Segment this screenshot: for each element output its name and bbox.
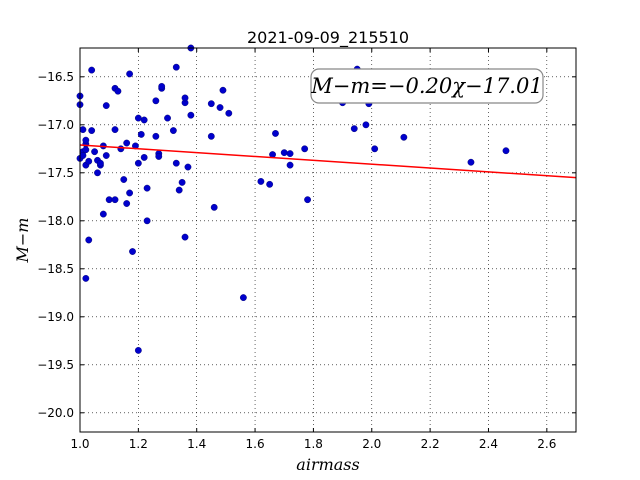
data-point bbox=[85, 157, 93, 165]
data-point bbox=[140, 154, 148, 161]
data-point bbox=[97, 159, 104, 167]
data-point bbox=[79, 152, 87, 159]
data-point bbox=[123, 139, 131, 147]
data-point bbox=[272, 130, 279, 137]
data-point bbox=[239, 294, 247, 301]
data-point bbox=[181, 233, 189, 241]
data-point bbox=[286, 161, 294, 169]
data-point bbox=[400, 133, 408, 141]
fit-equation-text: M−m=−0.20χ−17.01 bbox=[310, 74, 542, 98]
y-tick-label: −18.0 bbox=[37, 214, 74, 228]
data-point bbox=[184, 163, 192, 171]
data-point bbox=[134, 114, 142, 122]
axis-ticks bbox=[79, 48, 576, 432]
x-tick-label: 2.2 bbox=[421, 437, 440, 451]
data-point bbox=[114, 87, 122, 95]
fit-line bbox=[79, 144, 577, 179]
data-point bbox=[257, 178, 265, 185]
data-point bbox=[123, 200, 131, 207]
y-tick-label: −16.5 bbox=[37, 70, 74, 84]
data-point bbox=[91, 148, 98, 156]
data-point bbox=[120, 176, 128, 183]
data-point bbox=[137, 130, 145, 138]
data-point bbox=[102, 152, 110, 159]
data-point bbox=[207, 100, 215, 108]
data-point bbox=[140, 116, 148, 124]
x-tick-label: 1.6 bbox=[246, 437, 265, 451]
data-point bbox=[216, 104, 224, 111]
data-point bbox=[280, 149, 288, 157]
data-point bbox=[143, 217, 151, 225]
data-point bbox=[187, 111, 195, 119]
data-point bbox=[266, 180, 274, 188]
chart-title: 2021-09-09_215510 bbox=[247, 28, 409, 48]
data-point bbox=[467, 158, 475, 166]
data-point bbox=[210, 203, 218, 211]
y-tick-label: −19.0 bbox=[37, 310, 74, 324]
fit-equation-frame bbox=[310, 68, 544, 104]
data-point bbox=[207, 132, 215, 140]
data-point bbox=[105, 196, 113, 204]
data-point bbox=[502, 147, 510, 155]
data-point bbox=[178, 178, 186, 186]
data-point bbox=[158, 83, 166, 90]
data-point bbox=[169, 127, 177, 134]
data-point bbox=[88, 66, 96, 74]
x-tick-label: 1.2 bbox=[129, 437, 148, 451]
data-point bbox=[82, 136, 90, 144]
data-point bbox=[143, 184, 151, 192]
plot-background bbox=[80, 48, 576, 432]
y-axis-label: M−m bbox=[13, 218, 32, 264]
data-point bbox=[164, 114, 171, 122]
y-tick-label: −17.0 bbox=[37, 118, 74, 132]
y-tick-label: −20.0 bbox=[37, 406, 74, 420]
data-point bbox=[85, 236, 93, 244]
x-tick-label: 1.4 bbox=[187, 437, 206, 451]
data-point bbox=[88, 127, 96, 134]
data-point bbox=[79, 126, 87, 134]
data-point bbox=[102, 102, 110, 110]
data-point bbox=[129, 248, 136, 255]
x-tick-label: 2.6 bbox=[537, 437, 556, 451]
data-point bbox=[286, 150, 294, 158]
data-point bbox=[94, 169, 101, 177]
data-point bbox=[99, 210, 107, 218]
data-point bbox=[350, 125, 358, 133]
plot-frame bbox=[79, 47, 577, 433]
data-point bbox=[301, 145, 309, 153]
y-tick-label: −19.5 bbox=[37, 358, 74, 372]
x-axis-label: airmass bbox=[296, 455, 359, 474]
data-point bbox=[371, 145, 379, 153]
x-tick-label: 2.4 bbox=[479, 437, 498, 451]
fit-equation-box: M−m=−0.20χ−17.01 bbox=[310, 68, 544, 104]
data-point bbox=[152, 132, 160, 140]
data-point bbox=[175, 186, 183, 194]
data-point bbox=[126, 70, 134, 78]
data-point bbox=[134, 159, 142, 167]
data-point bbox=[134, 346, 142, 354]
data-point bbox=[225, 109, 233, 117]
y-tick-label: −18.5 bbox=[37, 262, 74, 276]
y-tick-label: −17.5 bbox=[37, 166, 74, 180]
data-point bbox=[181, 94, 189, 102]
x-tick-label: 1.8 bbox=[304, 437, 323, 451]
data-point bbox=[152, 97, 160, 105]
data-point bbox=[219, 86, 227, 94]
x-tick-labels: 1.0 1.2 1.4 1.6 1.8 2.0 2.2 2.4 2.6 bbox=[70, 437, 556, 451]
data-point bbox=[362, 121, 370, 129]
data-point bbox=[82, 274, 90, 282]
y-tick-labels: −16.5 −17.0 −17.5 −18.0 −18.5 −19.0 −19.5 −20.0 bbox=[37, 70, 74, 420]
data-point bbox=[304, 196, 311, 204]
data-point bbox=[172, 63, 180, 71]
data-point bbox=[111, 126, 119, 134]
data-point bbox=[82, 146, 90, 154]
data-point bbox=[117, 145, 125, 153]
data-point bbox=[126, 189, 134, 197]
data-point bbox=[155, 153, 163, 160]
x-tick-label: 2.0 bbox=[362, 437, 381, 451]
x-tick-label: 1.0 bbox=[70, 437, 89, 451]
data-point bbox=[111, 196, 119, 204]
data-point bbox=[172, 159, 180, 167]
